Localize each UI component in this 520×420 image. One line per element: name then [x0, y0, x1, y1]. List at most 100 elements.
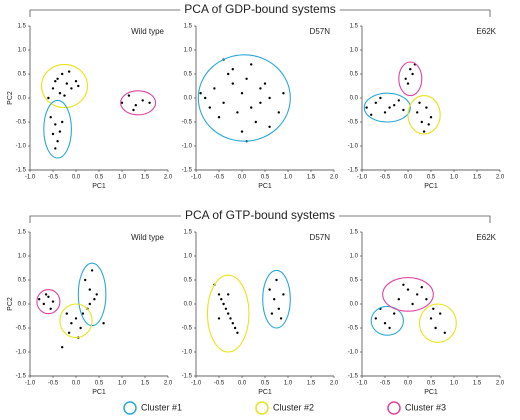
point	[65, 312, 69, 315]
point	[231, 322, 234, 325]
cluster-ellipse	[418, 303, 457, 343]
point	[240, 92, 244, 95]
x-tick-label: 1.0	[284, 381, 293, 387]
x-tick-label: 1.5	[307, 175, 316, 181]
x-tick-label: 1.0	[450, 175, 459, 181]
x-tick-label: 1.0	[284, 175, 293, 181]
group-title: PCA of GTP-bound systems	[185, 208, 335, 222]
legend-label: Cluster #2	[273, 402, 314, 412]
point	[199, 92, 202, 95]
point	[254, 120, 257, 124]
point	[61, 346, 64, 349]
point	[416, 111, 419, 114]
legend-label: Cluster #1	[141, 402, 182, 412]
x-tick-label: -0.5	[48, 381, 59, 387]
y-tick-label: 1.0	[350, 254, 359, 260]
x-tick-label: 2.0	[330, 175, 339, 181]
y-tick-label: -0.5	[182, 326, 193, 332]
x-tick-label: 0.0	[72, 175, 81, 181]
x-tick-label: -0.5	[380, 381, 391, 387]
point	[208, 106, 211, 109]
x-axis-label: PC1	[258, 183, 272, 190]
point	[44, 293, 48, 296]
y-tick-label: 1.5	[350, 230, 359, 236]
point	[263, 82, 267, 85]
point	[379, 96, 382, 100]
point	[90, 269, 94, 272]
y-tick-label: -1.5	[16, 168, 27, 174]
panel-title: D57N	[310, 233, 331, 242]
point	[56, 77, 59, 81]
point	[402, 108, 405, 112]
point	[222, 101, 225, 105]
x-tick-label: 1.5	[141, 381, 150, 387]
x-tick-label: 2.0	[496, 381, 505, 387]
x-tick-label: 2.0	[164, 175, 173, 181]
point	[404, 77, 407, 81]
y-tick-label: 0.5	[18, 278, 27, 284]
x-axis-label: PC1	[92, 183, 106, 190]
cluster-ellipse	[43, 99, 72, 159]
panel-title: E62K	[476, 27, 496, 36]
x-tick-label: 1.5	[141, 175, 150, 181]
x-tick-label: 1.5	[473, 175, 482, 181]
cluster-ellipse	[77, 262, 107, 327]
point	[74, 80, 78, 83]
y-tick-label: 1.5	[184, 24, 193, 30]
x-tick-label: 1.0	[118, 175, 127, 181]
panel-title: Wild type	[131, 27, 164, 36]
point	[429, 116, 433, 119]
x-tick-label: -1.0	[25, 381, 36, 387]
point	[56, 140, 59, 143]
cluster-ellipse	[382, 277, 434, 312]
y-tick-label: 0.5	[184, 278, 193, 284]
cluster-ellipse	[197, 54, 291, 142]
point	[67, 70, 71, 73]
y-tick-label: -1.5	[182, 168, 193, 174]
point	[374, 317, 377, 320]
y-tick-label: 0.0	[184, 302, 193, 308]
point	[61, 120, 64, 124]
point	[217, 116, 221, 119]
point	[102, 322, 105, 325]
point	[370, 113, 373, 117]
title-background	[180, 208, 340, 223]
point	[79, 326, 82, 330]
point	[420, 286, 423, 289]
cluster-ellipse	[407, 95, 441, 135]
point	[429, 317, 433, 320]
y-tick-label: -0.5	[16, 120, 27, 126]
point	[397, 298, 400, 301]
y-tick-label: -1.5	[182, 374, 193, 380]
point	[229, 317, 232, 320]
point	[74, 317, 78, 320]
x-tick-label: 1.0	[450, 381, 459, 387]
y-tick-label: -0.5	[348, 120, 359, 126]
point	[250, 106, 253, 109]
point	[231, 68, 234, 71]
y-tick-label: -1.0	[182, 350, 193, 356]
legend-swatch	[255, 401, 269, 415]
point	[54, 147, 57, 150]
y-tick-label: 1.5	[184, 230, 193, 236]
y-tick-label: -1.0	[16, 144, 27, 150]
x-tick-label: 2.0	[164, 381, 173, 387]
point	[277, 111, 280, 114]
panel-title: E62K	[476, 233, 496, 242]
x-tick-label: -0.5	[214, 175, 225, 181]
point	[411, 302, 414, 306]
group-title: PCA of GDP-bound systems	[184, 2, 335, 16]
point	[120, 101, 124, 105]
point	[273, 298, 276, 301]
point	[67, 331, 71, 334]
y-tick-label: 0.0	[350, 302, 359, 308]
point	[422, 130, 426, 133]
point	[425, 298, 428, 301]
x-tick-label: -1.0	[357, 175, 368, 181]
x-axis-label: PC1	[258, 389, 272, 396]
y-tick-label: -0.5	[182, 120, 193, 126]
y-tick-label: -1.5	[348, 374, 359, 380]
cluster-ellipse	[36, 289, 61, 315]
y-tick-label: -1.0	[348, 144, 359, 150]
point	[268, 125, 271, 128]
